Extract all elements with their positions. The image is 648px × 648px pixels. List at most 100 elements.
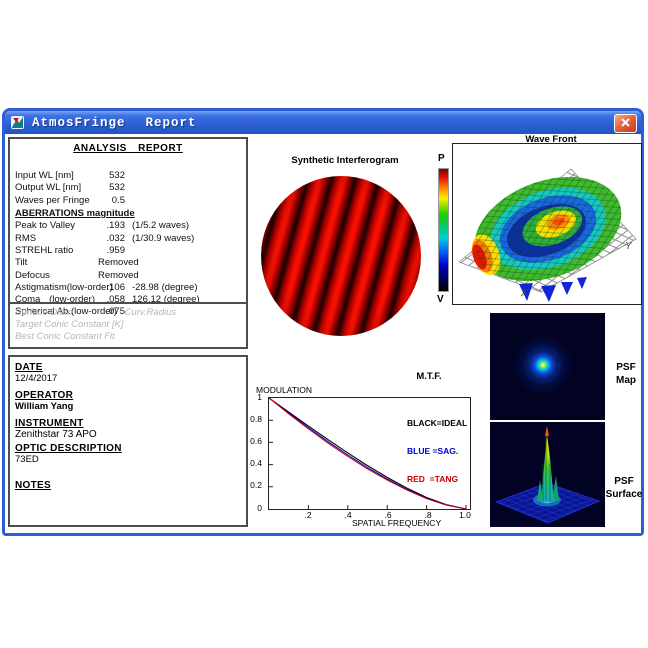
mtf-x-axis-label: SPATIAL FREQUENCY [352, 518, 442, 528]
close-button[interactable] [614, 114, 637, 133]
mtf-ytick: 0.2 [250, 480, 262, 490]
report-rows: Input WL [nm] 532 Output WL [nm] 532 Waves… [10, 170, 246, 319]
row-value: Removed [98, 257, 139, 269]
row-value: 0.5 [111, 194, 125, 206]
table-row: RMS .032 (1/30.9 waves) [15, 232, 195, 244]
row-label: Spherical Ab.(low-order) [15, 306, 117, 318]
window-title: AtmosFringe [32, 115, 126, 130]
table-row: Input WL [nm] 532 [10, 170, 246, 182]
table-row: Defocus Removed [10, 270, 246, 282]
row-label: Peak to Valley [15, 220, 76, 232]
analysis-report-panel: ANALYSIS REPORT Input WL [nm] 532 Output … [8, 137, 248, 349]
notes-label: NOTES [15, 480, 51, 491]
mtf-title: M.T.F. [416, 371, 442, 382]
mtf-xtick: .2 [304, 510, 312, 520]
report-page: ANALYSIS REPORT Input WL [nm] 532 Output … [5, 134, 642, 533]
row-label: Input WL [nm] [15, 170, 74, 181]
surface-diam-label: Surface Diam [15, 307, 73, 318]
row-value: 532 [109, 170, 125, 181]
mtf-xtick: 1.0 [459, 510, 471, 520]
optic-description-value: 73ED [15, 454, 39, 465]
axis-ticks [269, 419, 467, 509]
menu-report[interactable]: Report [145, 115, 197, 130]
target-conic-label: Target Conic Constant [K] [15, 319, 124, 330]
row-value: 532 [109, 182, 125, 194]
row-label: STREHL ratio [15, 244, 74, 256]
app-window: AtmosFringe Report ANALYSIS REPORT Input… [2, 108, 644, 536]
mtf-ytick: 0.4 [250, 458, 262, 468]
mtf-ytick: 0.8 [250, 414, 262, 424]
app-icon [11, 116, 24, 129]
row-value: .032 [106, 232, 126, 244]
disabled-fields: Surface Diam Curv.Radius Target Conic Con… [10, 302, 246, 347]
wavefront-y-axis-label: Y [625, 241, 633, 252]
legend-ideal: BLACK=IDEAL [407, 417, 468, 428]
row-label: Defocus [15, 269, 50, 281]
table-row: Waves per Fringe 0.5 [10, 195, 246, 207]
row-label: Astigmatism [15, 281, 67, 293]
instrument-value: Zenithstar 73 APO [15, 429, 97, 440]
row-label: RMS [15, 232, 37, 244]
row-label: Output WL [nm] [15, 182, 82, 194]
date-value: 12/4/2017 [15, 373, 58, 384]
legend-tang: RED =TANG [407, 474, 459, 485]
date-label: DATE [15, 362, 43, 373]
colorbar [438, 168, 449, 292]
row-label: Coma [15, 294, 41, 306]
notes-value [15, 491, 246, 503]
mtf-ytick: 0 [257, 503, 262, 513]
row-label: Waves per Fringe [15, 194, 90, 206]
wavefront-title: Wave Front [525, 134, 577, 145]
legend-sag: BLUE =SAG. [407, 446, 459, 457]
psf-map-label: PSF Map [616, 362, 636, 386]
close-icon [621, 118, 630, 127]
row-value: .193 [106, 220, 126, 232]
operator-label: OPERATOR [15, 390, 74, 401]
mtf-curves [269, 398, 467, 509]
table-row: Peak to Valley .193 (1/5.2 waves) [15, 220, 190, 232]
table-row: Output WL [nm] 532 [10, 182, 246, 194]
colorbar-valley-label: V [437, 294, 444, 305]
best-conic-label: Best Conic Constant Fit [15, 331, 115, 342]
interferogram-title: Synthetic Interferogram [291, 155, 399, 166]
table-row: Coma (low-order) .058 126.12 (degree) [15, 294, 200, 306]
table-row: Tilt Removed [10, 257, 246, 269]
instrument-label: INSTRUMENT [15, 418, 84, 429]
psf-surface-plot [490, 422, 605, 527]
wavefront-surface [471, 176, 622, 282]
table-row: Astigmatism (low-order) .106 -28.98 (degree… [15, 281, 198, 293]
wavefront-spikes [519, 277, 587, 302]
table-row: STREHL ratio .959 [10, 245, 246, 257]
wavefront-surface-image: Y X [458, 168, 637, 302]
table-row: Spherical Ab.(low-order) .075 [10, 306, 246, 318]
row-value: .106 [106, 281, 126, 293]
mtf-xtick: .8 [424, 510, 432, 520]
interferogram-image [261, 176, 421, 336]
wavefront-plot: Y X [452, 143, 642, 305]
row-value: .058 [106, 294, 126, 306]
row-value: Removed [98, 269, 139, 281]
info-panel: DATE 12/4/2017 OPERATOR William Yang INS… [8, 355, 248, 527]
row-value: .075 [106, 306, 126, 318]
mtf-ytick: 0.6 [250, 436, 262, 446]
analysis-report-title: ANALYSIS REPORT [73, 143, 183, 154]
optic-description-label: OPTIC DESCRIPTION [15, 443, 122, 454]
mtf-xtick: .6 [384, 510, 392, 520]
wavefront-x-axis-label: X [520, 288, 528, 299]
mtf-y-axis-label: MODULATION [256, 385, 313, 395]
row-value: .959 [106, 244, 126, 256]
mtf-xtick: .4 [344, 510, 352, 520]
mtf-tangential-curve [269, 398, 467, 509]
mtf-ytick: 1 [257, 392, 262, 402]
psf-map-image [490, 313, 605, 420]
colorbar-peak-label: P [438, 153, 445, 164]
title-bar[interactable]: AtmosFringe Report [5, 111, 641, 134]
row-label: Tilt [15, 257, 28, 269]
psf-surface-label: PSF Surface [605, 476, 643, 500]
mtf-chart [268, 397, 471, 510]
aberrations-header: ABERRATIONS magnitude [15, 207, 135, 219]
operator-value: William Yang [15, 401, 74, 412]
psf-surface-image [490, 422, 605, 527]
mtf-legend: BLACK=IDEAL BLUE =SAG. RED =TANG [407, 400, 467, 503]
curv-radius-label: Curv.Radius [124, 307, 177, 318]
